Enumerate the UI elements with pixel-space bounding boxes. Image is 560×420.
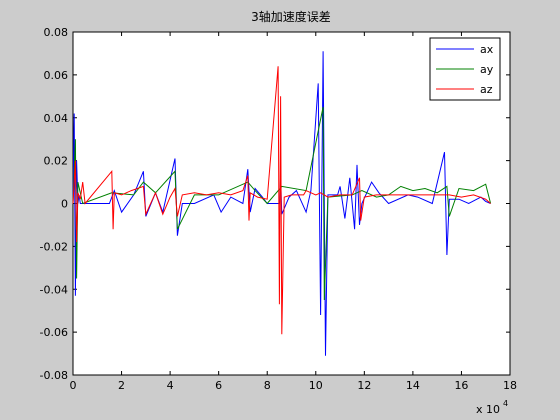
legend: ax ay az (429, 37, 501, 101)
plot-area (72, 51, 492, 356)
x-tick-label: 16 (454, 379, 468, 392)
y-tick-label: -0.02 (40, 240, 68, 253)
x-tick-label: 18 (503, 379, 517, 392)
y-axis: -0.08 -0.06 -0.04 -0.02 0 0.02 0.04 0.06 0.08 (40, 26, 510, 382)
y-tick-label: -0.04 (40, 283, 68, 296)
y-tick-label: -0.08 (40, 369, 68, 382)
y-tick-label: 0.08 (44, 26, 69, 39)
x-multiplier-label: x 10 (476, 403, 500, 416)
x-tick-label: 10 (309, 379, 323, 392)
x-tick-label: 2 (118, 379, 125, 392)
x-multiplier-exponent: 4 (503, 399, 508, 408)
y-tick-label: 0.02 (44, 155, 69, 168)
series-line-az (72, 66, 491, 335)
legend-label-ax: ax (480, 43, 494, 56)
series-line-ax (72, 51, 491, 356)
legend-label-ay: ay (480, 63, 494, 76)
x-tick-label: 8 (264, 379, 271, 392)
x-tick-label: 6 (215, 379, 222, 392)
y-tick-label: -0.06 (40, 326, 68, 339)
x-tick-label: 12 (357, 379, 371, 392)
x-tick-label: 14 (406, 379, 420, 392)
y-tick-label: 0.06 (44, 69, 69, 82)
x-tick-label: 4 (167, 379, 174, 392)
chart-title: 3轴加速度误差 (251, 9, 331, 24)
y-tick-label: 0.04 (44, 112, 69, 125)
x-axis: 0 2 4 6 8 10 12 14 16 18 (70, 32, 517, 392)
x-tick-label: 0 (70, 379, 77, 392)
y-tick-label: 0 (61, 198, 68, 211)
legend-label-az: az (480, 83, 493, 96)
